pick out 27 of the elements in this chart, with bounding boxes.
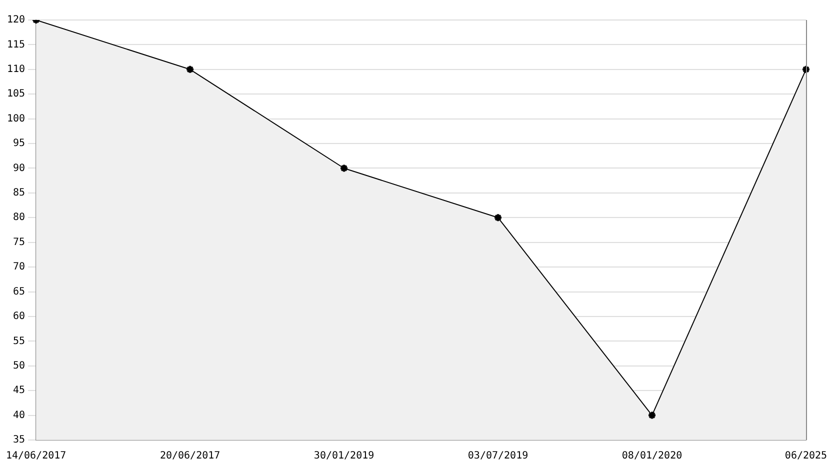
y-tick-label: 70 [13,262,26,273]
point [494,213,503,222]
y-tick-label: 45 [13,385,26,396]
y-tick-label: 65 [13,286,26,298]
x-tick-label: 03/07/2019 [468,450,528,462]
y-tick-label: 115 [7,39,26,50]
y-tick-label: 40 [13,410,26,421]
y-tick-label: 60 [13,311,26,322]
x-tick-label: 06/2025 [784,450,828,462]
y-tick-label: 55 [13,336,26,347]
x-tick-label: 08/01/2020 [622,450,682,462]
x-tick-label: 30/01/2019 [314,450,374,462]
y-tick-label: 50 [13,360,26,372]
y-tick-label: 110 [7,64,26,76]
point [340,164,349,173]
y-tick-label: 100 [7,113,26,124]
y-tick-label: 75 [13,236,26,248]
y-tick-label: 85 [13,188,26,199]
y-tick-label: 95 [13,138,26,150]
y-tick-label: 120 [7,14,26,26]
y-tick-label: 90 [13,162,26,174]
x-tick-label: 20/06/2017 [160,450,220,462]
y-tick-label: 80 [13,212,26,224]
y-tick-label: 35 [13,434,26,446]
y-tick-label: 105 [7,88,26,100]
point [186,64,195,74]
x-tick-label: 14/06/2017 [6,450,66,462]
